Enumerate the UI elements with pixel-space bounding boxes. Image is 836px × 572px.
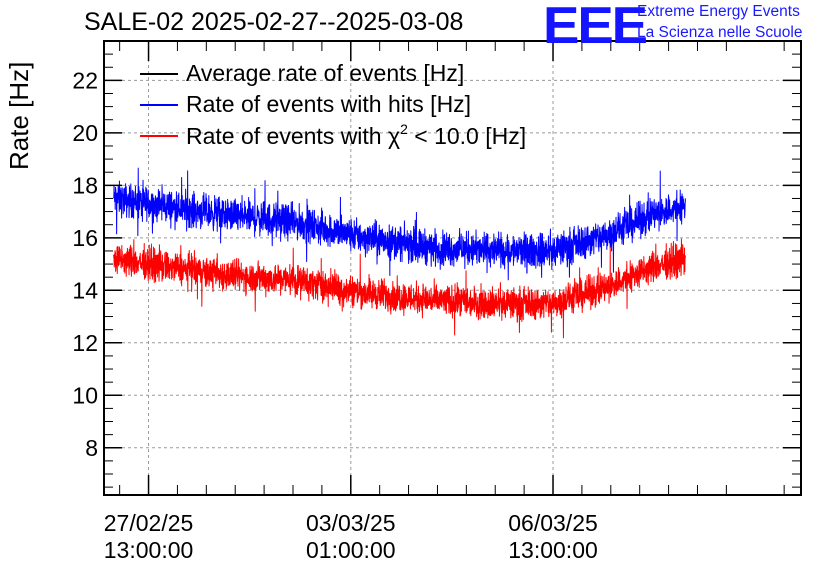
- legend-entry-average: Average rate of events [Hz]: [140, 58, 526, 89]
- y-tick-label: 20: [72, 120, 98, 146]
- axis-ticks: [104, 40, 801, 495]
- legend-label-chi2: Rate of events with χ2 < 10.0 [Hz]: [186, 121, 527, 149]
- logo-line-1: Extreme Energy Events: [637, 3, 800, 20]
- legend-label-hits: Rate of events with hits [Hz]: [186, 91, 472, 117]
- y-tick-label: 14: [72, 277, 98, 303]
- x-tick-label: 06/03/25 13:00:00: [508, 510, 598, 563]
- logo-line-2: La Scienza nelle Scuole: [637, 24, 803, 41]
- y-tick-label: 16: [72, 225, 98, 251]
- chart-title: SALE-02 2025-02-27--2025-03-08: [84, 8, 464, 36]
- series-chi2-line: [113, 238, 686, 339]
- series-hits-line: [113, 167, 686, 281]
- legend-entry-chi2: Rate of events with χ2 < 10.0 [Hz]: [140, 120, 526, 151]
- y-tick-label: 8: [85, 435, 98, 461]
- y-axis-label: Rate [Hz]: [4, 61, 34, 170]
- legend-entry-hits: Rate of events with hits [Hz]: [140, 89, 526, 120]
- eee-logo: EEE: [543, 0, 648, 55]
- legend: Average rate of events [Hz] Rate of even…: [140, 58, 526, 151]
- y-tick-label: 10: [72, 382, 98, 408]
- legend-swatch-chi2: [140, 134, 178, 137]
- y-tick-label: 18: [72, 172, 98, 198]
- grid-lines: [104, 41, 801, 495]
- legend-swatch-hits: [140, 103, 178, 106]
- y-tick-labels: 8 10 12 14 16 18 20 22: [72, 67, 98, 460]
- legend-label-average: Average rate of events [Hz]: [186, 60, 465, 86]
- y-tick-label: 22: [72, 67, 98, 93]
- legend-swatch-average: [140, 72, 178, 75]
- plot-frame: [103, 40, 802, 496]
- y-tick-label: 12: [72, 330, 98, 356]
- x-tick-label: 27/02/25 13:00:00: [103, 510, 194, 563]
- series-layer: [113, 167, 686, 339]
- x-tick-label: 03/03/25 01:00:00: [306, 510, 396, 563]
